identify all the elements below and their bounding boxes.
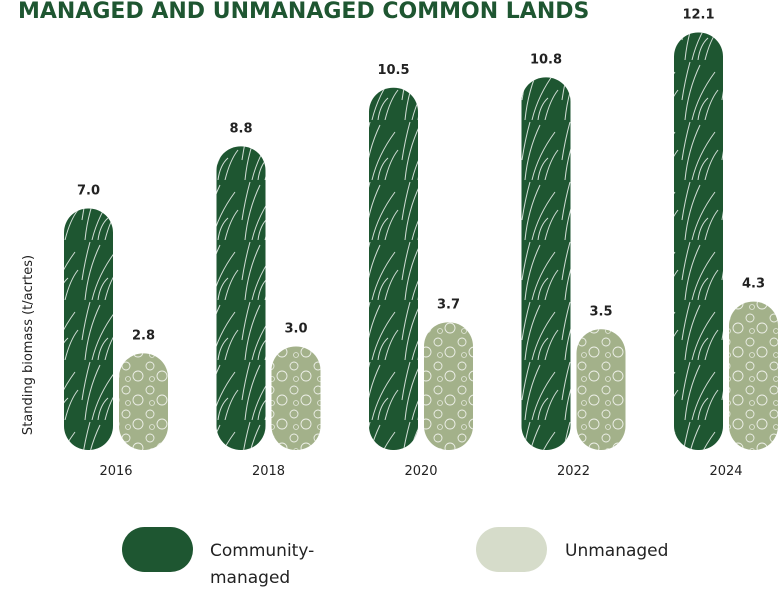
value-label: 7.0 (77, 184, 100, 199)
value-label: 3.5 (589, 304, 612, 319)
value-label: 4.3 (742, 277, 765, 292)
chart-title: MANAGED AND UNMANAGED COMMON LANDS (18, 0, 589, 24)
bar (119, 353, 168, 450)
bar (729, 301, 778, 450)
legend-swatch (122, 527, 193, 572)
x-tick-label: 2020 (404, 464, 437, 479)
bar (674, 32, 723, 451)
x-tick-label: 2018 (252, 464, 285, 479)
bar (64, 208, 113, 450)
value-label: 3.7 (437, 297, 460, 312)
x-tick-label: 2024 (709, 464, 742, 479)
bar (424, 322, 473, 450)
x-tick-label: 2022 (557, 464, 590, 479)
value-label: 8.8 (229, 121, 252, 136)
legend-label: Community-managed (210, 541, 315, 588)
bar (369, 87, 418, 450)
value-label: 12.1 (682, 8, 714, 23)
y-axis-label: Standing biomass (t/acrtes) (21, 255, 36, 435)
value-label: 3.0 (284, 322, 307, 337)
bar (216, 146, 266, 450)
bar (271, 346, 321, 450)
value-label: 2.8 (132, 328, 155, 343)
bar (521, 77, 571, 451)
x-tick-label: 2016 (99, 464, 132, 479)
value-label: 10.8 (530, 52, 562, 67)
legend-label: Unmanaged (565, 541, 669, 561)
bar (576, 329, 626, 450)
value-label: 10.5 (377, 63, 409, 78)
legend-swatch (476, 527, 547, 572)
